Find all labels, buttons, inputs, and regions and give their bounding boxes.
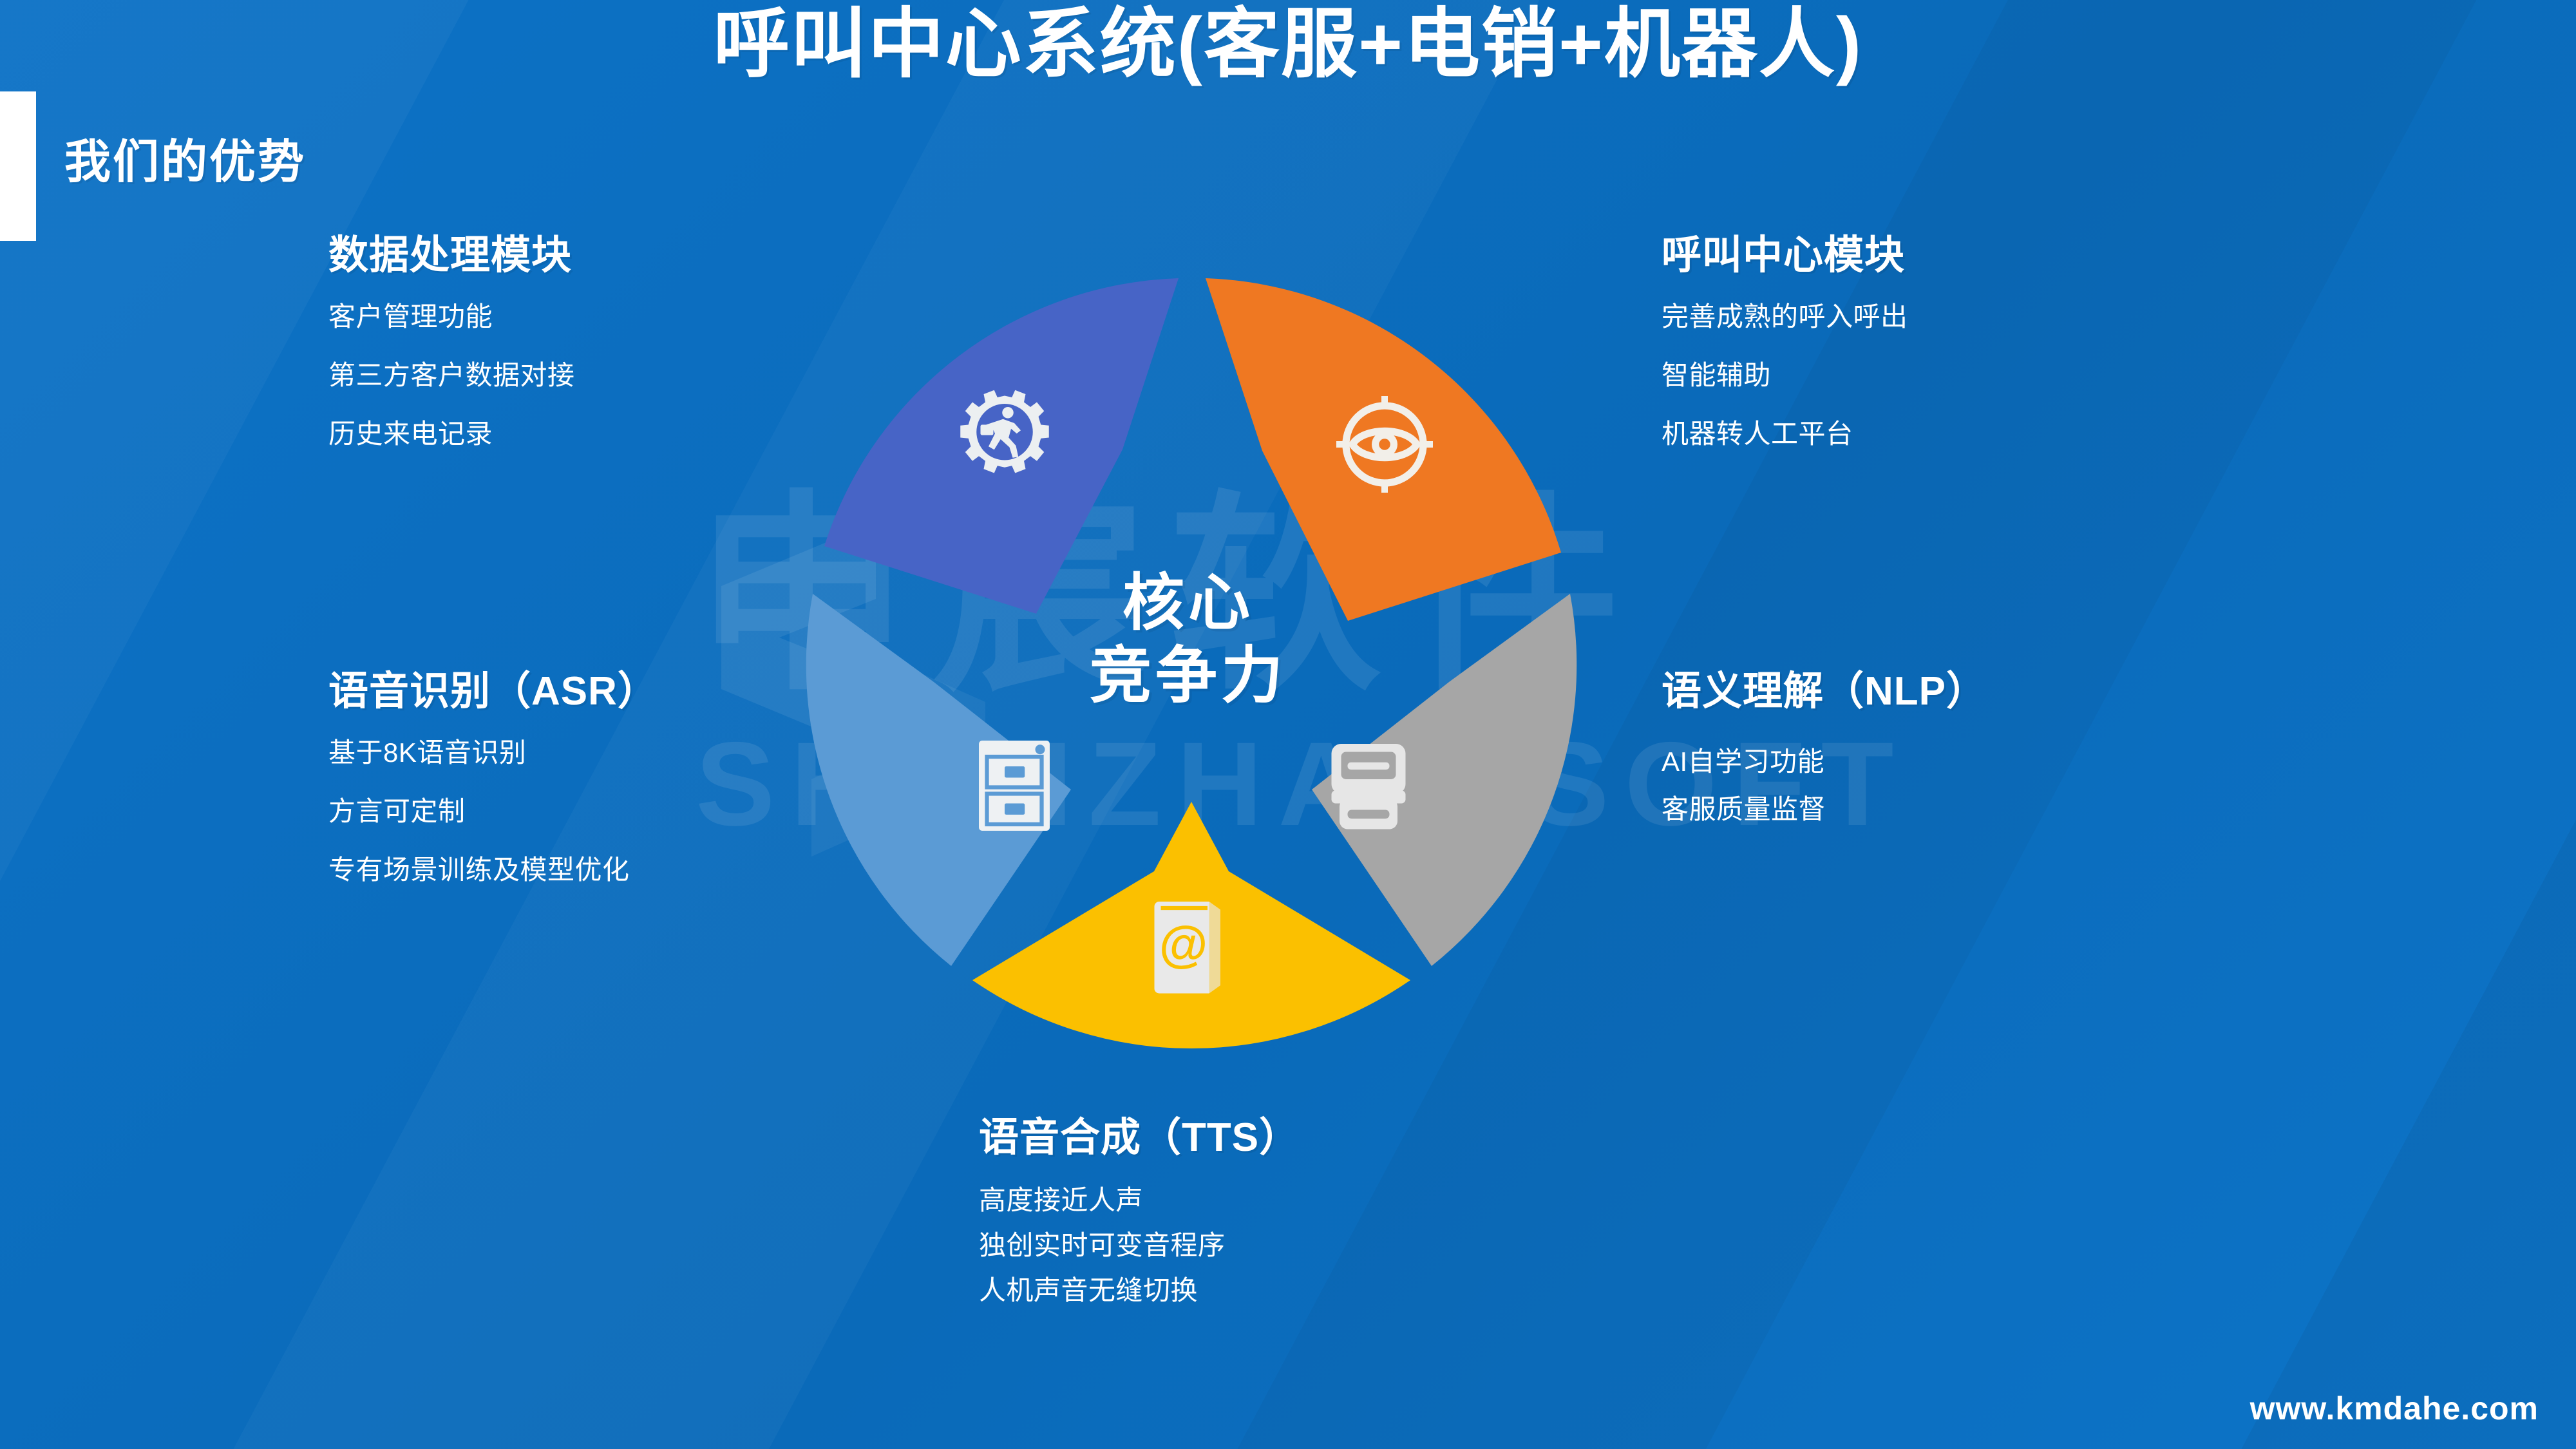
module-item: AI自学习功能: [1662, 746, 1825, 777]
core-competency-wheel: @: [741, 245, 1642, 1082]
gear-person-icon: [960, 390, 1049, 473]
core-label: 核心 竞争力: [1001, 567, 1375, 713]
module-title: 语音识别（ASR）: [328, 669, 658, 714]
module-data-processing[interactable]: 数据处理模块 客户管理功能 第三方客户数据对接 历史来电记录: [328, 222, 575, 479]
module-title: 数据处理模块: [328, 233, 573, 278]
module-item: 独创实时可变音程序: [979, 1230, 1226, 1260]
printer-icon: [1331, 744, 1406, 829]
module-item: 基于8K语音识别: [328, 737, 527, 768]
page-title: 呼叫中心系统(客服+电销+机器人): [713, 2, 1863, 87]
target-eye-icon: [1336, 396, 1433, 493]
svg-text:@: @: [1159, 917, 1208, 972]
address-book-at-icon: @: [1154, 902, 1220, 994]
module-asr[interactable]: 语音识别（ASR） 基于8K语音识别 方言可定制 专有场景训练及模型优化: [328, 658, 658, 915]
module-item: 客户管理功能: [328, 301, 493, 332]
module-item: 人机声音无缝切换: [979, 1275, 1198, 1305]
module-item: 高度接近人声: [979, 1185, 1144, 1215]
module-title: 语义理解（NLP）: [1662, 669, 1987, 714]
core-line-2: 竞争力: [1090, 641, 1287, 711]
page-subtitle: 我们的优势: [64, 137, 307, 188]
file-cabinet-icon: [979, 741, 1050, 831]
core-line-1: 核心: [1122, 569, 1254, 638]
module-item: 智能辅助: [1662, 360, 1772, 390]
module-item: 客服质量监督: [1662, 794, 1826, 824]
module-call-center[interactable]: 呼叫中心模块 完善成熟的呼入呼出 智能辅助 机器转人工平台: [1662, 222, 1908, 479]
module-title: 呼叫中心模块: [1662, 233, 1906, 278]
module-item: 历史来电记录: [328, 419, 493, 449]
petal-nlp[interactable]: [1312, 594, 1577, 966]
module-item: 机器转人工平台: [1662, 419, 1853, 449]
module-item: 第三方客户数据对接: [328, 360, 575, 390]
petal-asr[interactable]: [806, 594, 1071, 966]
module-tts[interactable]: 语音合成（TTS） 高度接近人声 独创实时可变音程序 人机声音无缝切换: [979, 1104, 1300, 1322]
module-title: 语音合成（TTS）: [979, 1115, 1300, 1160]
accent-bar: [0, 91, 36, 241]
module-item: 完善成熟的呼入呼出: [1662, 301, 1908, 332]
module-nlp[interactable]: 语义理解（NLP） AI自学习功能 客服质量监督: [1662, 658, 1987, 844]
module-item: 方言可定制: [328, 796, 466, 826]
module-item: 专有场景训练及模型优化: [328, 855, 630, 885]
site-url[interactable]: www.kmdahe.com: [2249, 1390, 2539, 1426]
